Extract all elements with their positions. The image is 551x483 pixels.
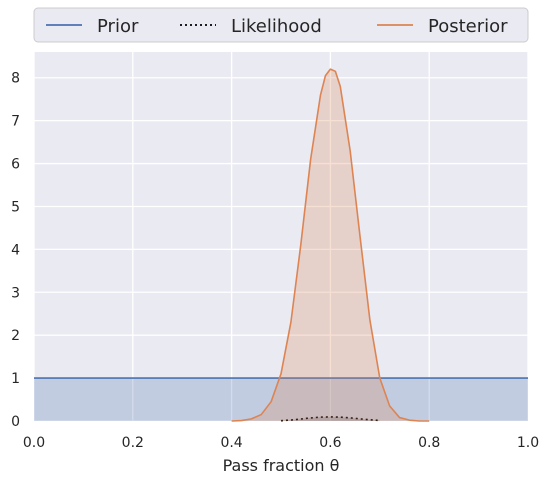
x-tick-label: 0.2 bbox=[122, 435, 144, 451]
y-tick-label: 4 bbox=[11, 242, 20, 258]
y-tick-label: 3 bbox=[11, 285, 20, 301]
x-tick-label: 0.4 bbox=[220, 435, 242, 451]
posterior-line bbox=[231, 68, 430, 422]
y-tick-label: 5 bbox=[11, 199, 20, 215]
y-tick-label: 1 bbox=[11, 371, 20, 387]
series-layer bbox=[34, 68, 528, 422]
grid-lines bbox=[33, 52, 529, 422]
tick-labels: 0.0 0.2 0.4 0.6 0.8 1.0 0 1 2 3 4 5 6 7 8 bbox=[11, 71, 539, 451]
x-axis-label: Pass fraction θ bbox=[223, 456, 340, 475]
plot-background bbox=[34, 52, 528, 421]
x-tick-label: 0.6 bbox=[319, 435, 341, 451]
legend-label-posterior: Posterior bbox=[428, 16, 508, 37]
posterior-area bbox=[231, 69, 430, 422]
y-tick-label: 0 bbox=[11, 414, 20, 430]
likelihood-area bbox=[281, 416, 380, 421]
x-tick-label: 1.0 bbox=[517, 435, 539, 451]
legend-label-likelihood: Likelihood bbox=[231, 16, 322, 37]
legend-label-prior: Prior bbox=[97, 16, 139, 37]
y-tick-label: 6 bbox=[11, 157, 20, 173]
prior-area bbox=[34, 378, 528, 421]
legend-box bbox=[33, 7, 529, 43]
legend: Prior Likelihood Posterior bbox=[33, 7, 529, 43]
x-tick-label: 0.0 bbox=[23, 435, 45, 451]
likelihood-line bbox=[280, 416, 380, 422]
y-tick-label: 7 bbox=[11, 114, 20, 130]
x-tick-label: 0.8 bbox=[418, 435, 440, 451]
y-tick-label: 2 bbox=[11, 328, 20, 344]
y-tick-label: 8 bbox=[11, 71, 20, 87]
